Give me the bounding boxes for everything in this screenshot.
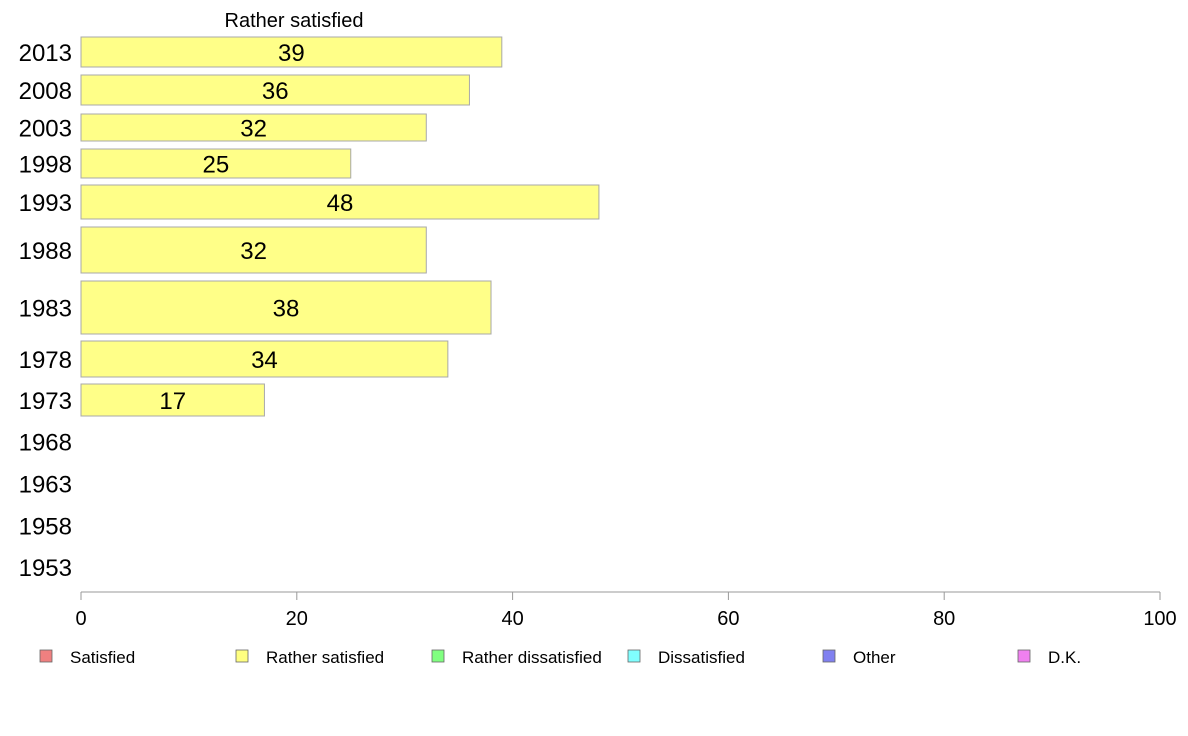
x-tick-label: 100: [1143, 608, 1176, 630]
bar: [80, 226, 427, 274]
bar: [80, 113, 427, 142]
legend-swatch: [822, 649, 836, 663]
legend: Satisfied Rather satisfied Rather dissatis…: [39, 648, 1081, 667]
legend-swatch: [39, 649, 53, 663]
bar: [80, 184, 600, 220]
category-label: 1983: [19, 296, 72, 323]
x-tick-label: 40: [501, 608, 523, 630]
bar: [80, 340, 449, 378]
bar-value-label: 34: [251, 347, 278, 374]
legend-swatch: [431, 649, 445, 663]
category-label: 1958: [19, 514, 72, 541]
x-tick-label: 0: [75, 608, 86, 630]
bar: [80, 148, 352, 179]
category-label: 1973: [19, 388, 72, 415]
bar: [80, 280, 492, 335]
legend-swatch: [235, 649, 249, 663]
legend-swatch: [1017, 649, 1031, 663]
category-label: 1968: [19, 430, 72, 457]
bar-value-label: 25: [203, 152, 230, 179]
category-labels: 2013 2008 2003 1998 1993 1988 1983 1978 1973 1968…: [19, 40, 72, 582]
legend-swatch: [627, 649, 641, 663]
bar-value-label: 38: [273, 296, 300, 323]
category-label: 2003: [19, 116, 72, 143]
category-label: 1993: [19, 190, 72, 217]
legend-label: Dissatisfied: [658, 648, 745, 667]
category-label: 1998: [19, 152, 72, 179]
bar-value-label: 48: [327, 190, 354, 217]
x-axis: 0 20 40 60 80 100: [75, 591, 1177, 630]
bar-value-label: 32: [240, 116, 267, 143]
category-label: 1953: [19, 555, 72, 582]
bar: [80, 74, 470, 106]
bar-value-label: 32: [240, 238, 267, 265]
x-tick-label: 80: [933, 608, 955, 630]
x-tick-label: 20: [286, 608, 308, 630]
legend-label: Other: [853, 648, 896, 667]
category-label: 2013: [19, 40, 72, 67]
category-label: 2008: [19, 78, 72, 105]
bar-value-label: 17: [159, 388, 186, 415]
bars: 39 36 32 25 48 32 38 34 17: [80, 36, 600, 417]
x-tick-label: 60: [717, 608, 739, 630]
legend-label: Satisfied: [70, 648, 135, 667]
legend-label: D.K.: [1048, 648, 1081, 667]
category-label: 1963: [19, 472, 72, 499]
bar: [80, 36, 503, 68]
bar: [80, 383, 265, 417]
category-label: 1988: [19, 238, 72, 265]
legend-label: Rather dissatisfied: [462, 648, 602, 667]
bar-value-label: 39: [278, 40, 305, 67]
category-label: 1978: [19, 347, 72, 374]
legend-label: Rather satisfied: [266, 648, 384, 667]
bar-value-label: 36: [262, 78, 289, 105]
chart-title: Rather satisfied: [225, 10, 364, 32]
